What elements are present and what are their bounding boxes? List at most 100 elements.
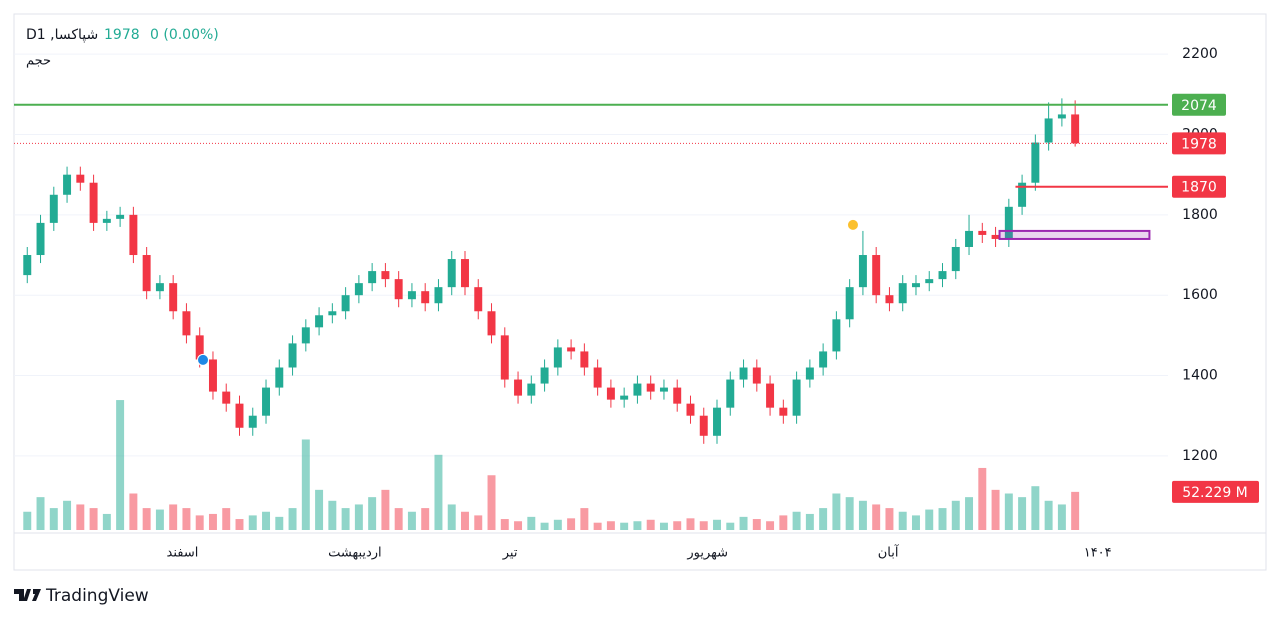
candle-body <box>447 259 456 288</box>
candle-body <box>474 287 483 312</box>
candle-body <box>553 347 562 368</box>
range-box <box>998 229 1151 240</box>
level-tag <box>1172 175 1226 198</box>
candle-body <box>805 367 814 380</box>
volume-bar <box>1018 497 1027 530</box>
volume-bar <box>646 519 655 530</box>
candle-body <box>487 311 496 336</box>
volume-bar <box>1044 500 1053 530</box>
volume-bar <box>659 522 668 530</box>
candle-body <box>1031 142 1040 183</box>
candle-body <box>102 218 111 223</box>
candle-body <box>646 383 655 392</box>
candle-body <box>606 387 615 400</box>
volume-bar <box>142 508 151 530</box>
y-tick-label: 1600 <box>1182 287 1218 303</box>
volume-bar <box>965 497 974 530</box>
candle-body <box>1071 114 1080 144</box>
candle-body <box>129 214 138 256</box>
y-tick-label: 1400 <box>1182 368 1218 384</box>
volume-bar <box>1071 491 1080 530</box>
volume-bar <box>514 521 523 530</box>
volume-bar <box>766 521 775 530</box>
candle-body <box>500 335 509 380</box>
volume-tag <box>1172 480 1259 503</box>
volume-bar <box>89 508 98 530</box>
volume-bar <box>978 467 987 530</box>
volume-bar <box>805 513 814 530</box>
candle-body <box>235 403 244 428</box>
volume-bar <box>36 497 45 530</box>
volume-bar <box>381 489 390 530</box>
volume-bar <box>275 516 284 530</box>
candle-body <box>63 174 72 195</box>
brand: TradingView <box>45 586 149 606</box>
candle-body <box>328 311 337 316</box>
volume-bar <box>208 513 217 530</box>
volume-bar <box>500 519 509 530</box>
candle-body <box>208 359 217 392</box>
volume-bar <box>354 504 363 530</box>
candle-body <box>752 367 761 384</box>
candle-body <box>36 222 45 256</box>
marker <box>197 353 210 366</box>
volume-bar <box>593 522 602 530</box>
volume-bar <box>487 475 496 530</box>
candle-body <box>1044 118 1053 143</box>
volume-bar <box>885 508 894 530</box>
candle-body <box>872 255 881 296</box>
volume-bar <box>845 497 854 530</box>
candle-body <box>845 287 854 320</box>
candle-body <box>514 379 523 396</box>
volume-bar <box>567 518 576 530</box>
x-tick-label: ۱۴۰۴ <box>1084 546 1112 561</box>
candle-body <box>819 351 828 368</box>
y-tick-label: 1200 <box>1182 448 1218 464</box>
candle-body <box>699 415 708 436</box>
candle-body <box>155 283 164 292</box>
volume-bar <box>832 493 841 530</box>
candle-body <box>1004 206 1013 239</box>
y-tick-label: 1800 <box>1182 207 1218 223</box>
brand-logo <box>14 589 41 601</box>
volume-bar <box>23 511 32 530</box>
volume-title: حجم <box>26 54 51 69</box>
volume-bar <box>182 508 191 530</box>
candle-body <box>925 279 934 284</box>
x-tick-label: شهریور <box>686 546 728 561</box>
volume-tag-label: 52.229 M <box>1182 485 1248 501</box>
candle-body <box>885 295 894 304</box>
candle-body <box>354 283 363 296</box>
candle-body <box>779 407 788 416</box>
candle-body <box>792 379 801 416</box>
volume-bar <box>938 508 947 530</box>
candle-body <box>858 255 867 288</box>
candle-body <box>315 315 324 328</box>
volume-bar <box>819 508 828 530</box>
candle-body <box>434 287 443 304</box>
candle-body <box>407 291 416 300</box>
candle-body <box>567 347 576 352</box>
volume-bar <box>580 508 589 530</box>
candle-body <box>659 387 668 392</box>
candle-body <box>288 343 297 368</box>
volume-bar <box>699 521 708 530</box>
level-tag-label: 2074 <box>1181 98 1217 114</box>
change: 0 (0.00%) <box>150 27 219 43</box>
candle-body <box>739 367 748 380</box>
volume-bar <box>421 508 430 530</box>
candle-body <box>116 214 125 219</box>
candle-body <box>991 234 1000 239</box>
volume-bar <box>553 519 562 530</box>
candle-body <box>938 271 947 280</box>
candle-body <box>341 295 350 312</box>
volume-bar <box>102 513 111 530</box>
level-tag <box>1172 93 1226 116</box>
candle-body <box>832 319 841 352</box>
volume-bar <box>368 497 377 530</box>
level-tag-label: 1870 <box>1181 180 1217 196</box>
volume-bar <box>195 515 204 530</box>
volume-bar <box>726 522 735 530</box>
volume-bar <box>739 516 748 530</box>
